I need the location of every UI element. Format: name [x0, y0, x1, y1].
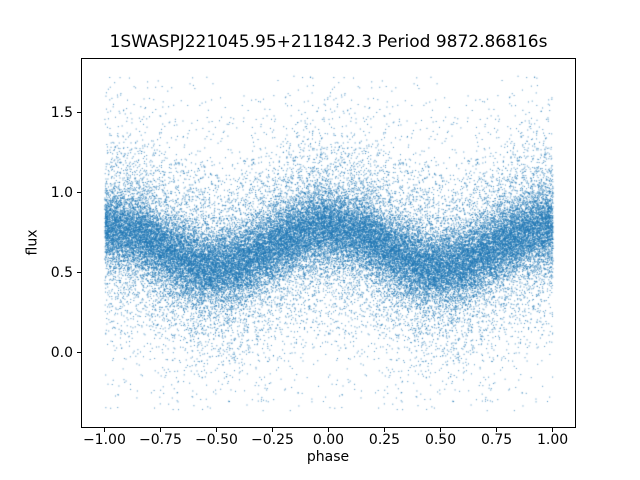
x-tick-label: 1.00: [536, 432, 569, 448]
y-tick-mark: [77, 272, 81, 274]
x-tick-label: −0.75: [138, 432, 182, 448]
x-tick-mark: [384, 428, 386, 432]
y-tick-label: 0.5: [50, 264, 73, 281]
x-tick-mark: [271, 428, 273, 432]
y-tick-label: 1.5: [50, 104, 73, 121]
y-tick-mark: [77, 112, 81, 114]
x-tick-mark: [215, 428, 217, 432]
x-tick-label: 0.75: [480, 432, 513, 448]
x-tick-mark: [496, 428, 498, 432]
x-tick-label: 0.25: [368, 432, 401, 448]
x-tick-label: 0.50: [424, 432, 457, 448]
x-tick-label: −1.00: [82, 432, 126, 448]
x-tick-label: 0.00: [312, 432, 345, 448]
x-tick-mark: [103, 428, 105, 432]
scatter-points-canvas: [82, 59, 575, 427]
x-tick-mark: [440, 428, 442, 432]
x-tick-mark: [328, 428, 329, 432]
x-tick-mark: [159, 428, 161, 432]
axes-frame: [81, 58, 576, 428]
y-axis-label: flux: [24, 229, 41, 256]
y-tick-label: 1.0: [50, 184, 73, 201]
x-tick-label: −0.25: [251, 432, 294, 448]
y-tick-mark: [77, 192, 81, 194]
x-axis-label: phase: [306, 449, 350, 465]
y-tick-mark: [77, 352, 81, 354]
y-tick-label: 0.0: [50, 344, 73, 361]
plot-title: 1SWASPJ221045.95+211842.3 Period 9872.86…: [109, 32, 548, 52]
x-tick-mark: [552, 428, 554, 432]
x-tick-label: −0.50: [195, 432, 238, 448]
